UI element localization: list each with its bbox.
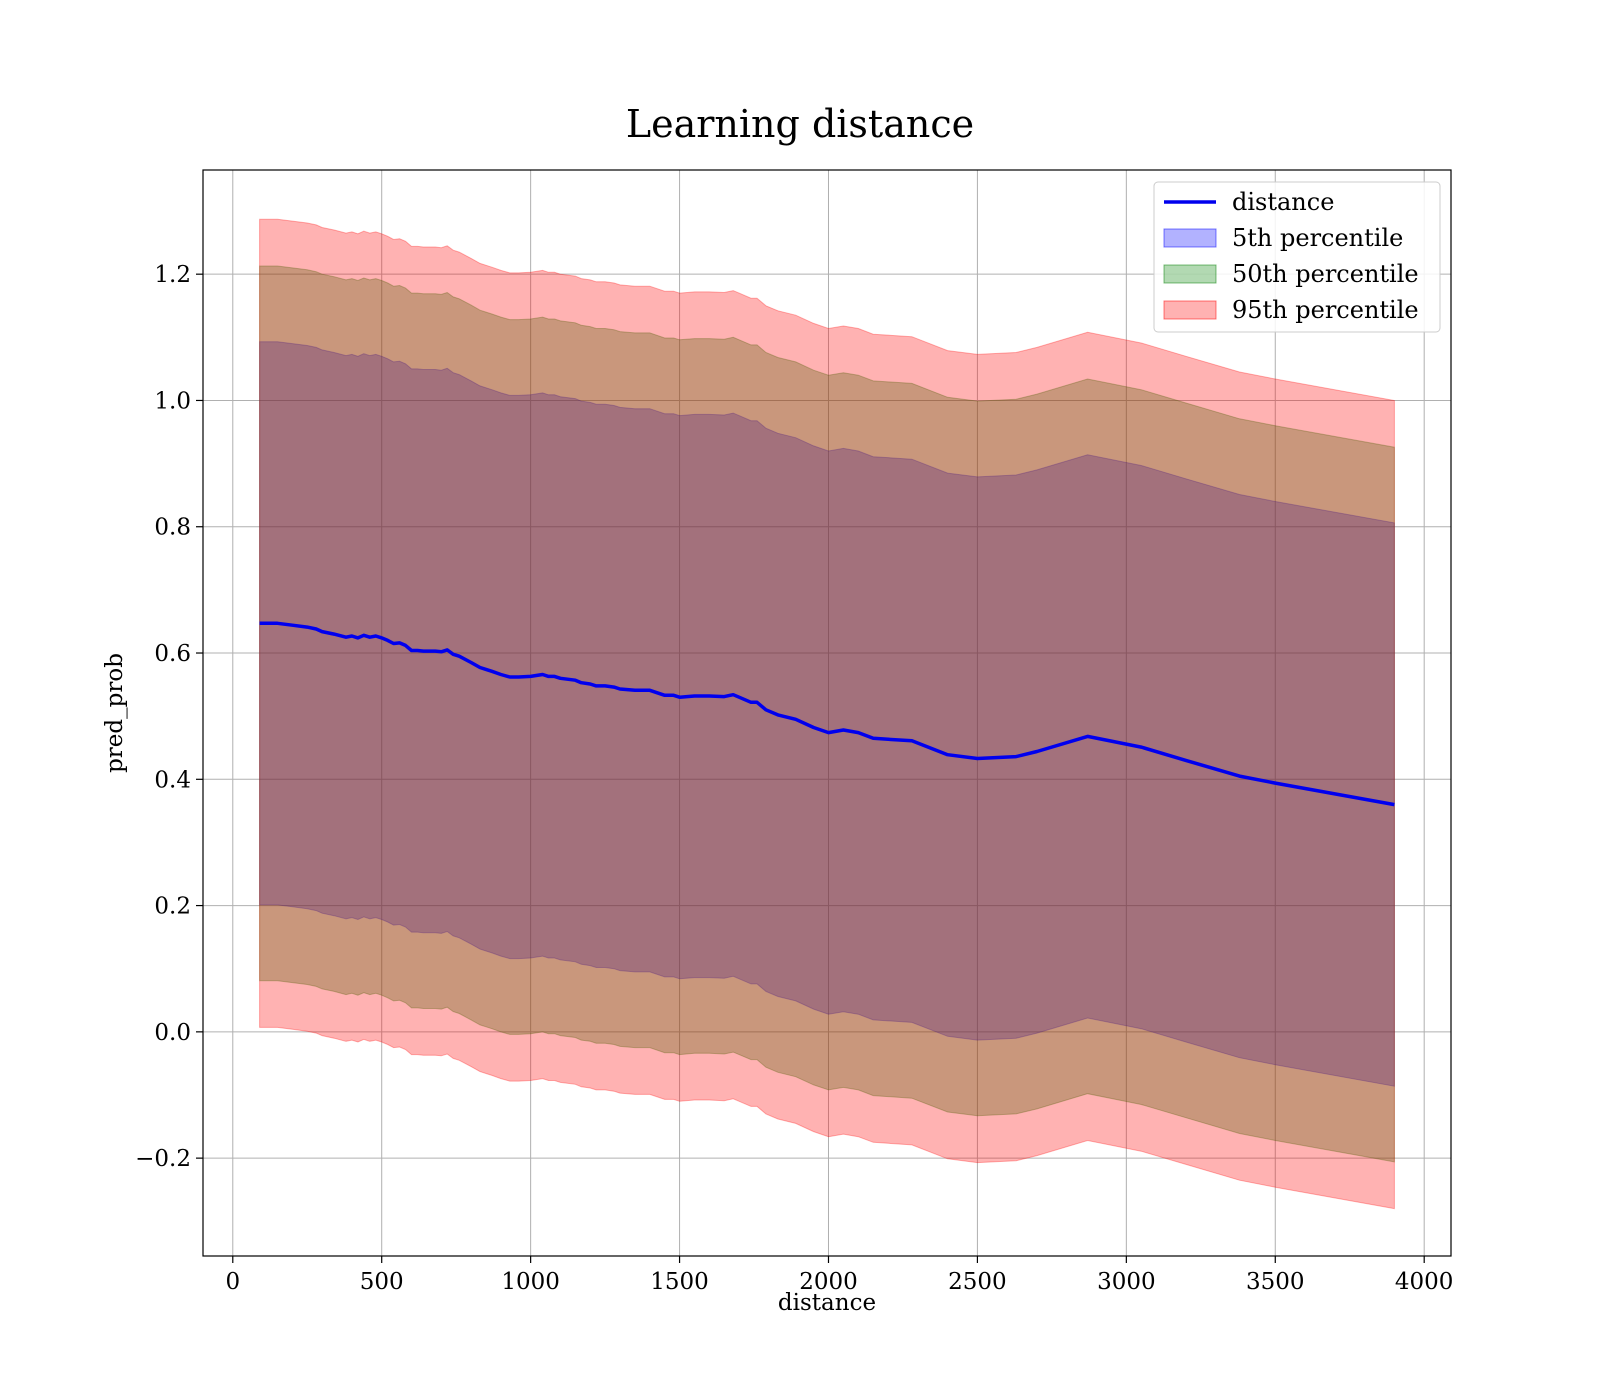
legend: distance 5th percentile 50th percentile 95t…	[1153, 181, 1441, 333]
grid	[203, 170, 1451, 1256]
x-tick-label: 2500	[948, 1269, 1007, 1295]
band-50th-percentile	[259, 265, 1395, 1163]
x-tick-label: 3500	[1246, 1269, 1305, 1295]
x-tick-label: 500	[360, 1269, 404, 1295]
legend-swatch-band	[1163, 300, 1217, 320]
x-tick-label: 3000	[1097, 1269, 1156, 1295]
legend-box	[1153, 181, 1441, 333]
y-tick-label: 0.0	[154, 1020, 191, 1046]
band-5th-percentile	[259, 341, 1395, 1087]
legend-swatch-band	[1163, 264, 1217, 284]
band-95th-percentile	[259, 218, 1395, 1210]
chart-title: Learning distance	[625, 102, 975, 146]
series-lines	[259, 621, 1395, 807]
x-tick-label: 1500	[650, 1269, 709, 1295]
x-tick-label: 1000	[501, 1269, 560, 1295]
y-tick-label: −0.2	[135, 1146, 191, 1172]
x-tick-label: 0	[225, 1269, 240, 1295]
legend-entry-label: 5th percentile	[1232, 224, 1403, 252]
series-line-distance	[259, 621, 1395, 807]
x-tick-label: 4000	[1395, 1269, 1454, 1295]
y-tick-label: 0.2	[154, 894, 191, 920]
legend-entry-label: 50th percentile	[1232, 260, 1419, 288]
plot-frame	[202, 169, 1452, 1257]
y-tick-label: 1.2	[154, 262, 191, 288]
legend-entry-label: distance	[1232, 188, 1334, 216]
y-tick-label: 1.0	[154, 388, 191, 414]
y-tick-label: 0.8	[154, 515, 191, 541]
legend-swatch-band	[1163, 228, 1217, 248]
x-axis-label: distance	[778, 1290, 876, 1316]
x-tick-label: 2000	[799, 1269, 858, 1295]
y-tick-label: 0.4	[154, 767, 191, 793]
y-tick-label: 0.6	[154, 641, 191, 667]
axis-ticks: 0 500 1000 1500 2000 2500 3000 3500 4000 −0.2 0.0 0…	[135, 262, 1453, 1295]
percentile-bands	[259, 218, 1395, 1210]
legend-entry-label: 95th percentile	[1232, 296, 1419, 324]
y-axis-label: pred_prob	[102, 653, 128, 773]
